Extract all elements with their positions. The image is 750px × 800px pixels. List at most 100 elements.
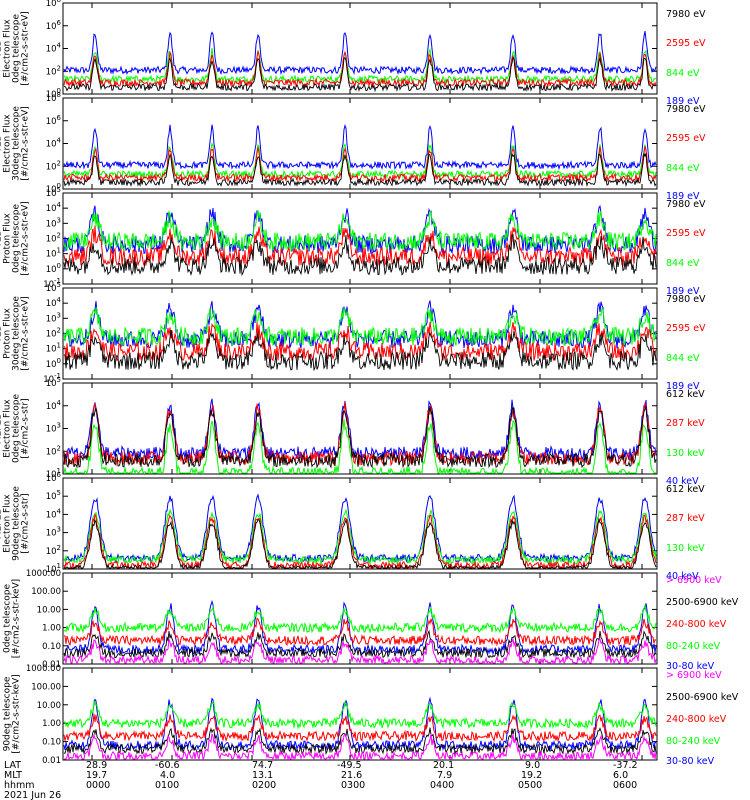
series-line-287-kev <box>63 513 657 570</box>
series-line-2500-6900-kev <box>63 629 657 660</box>
y-tick-label: 100.00 <box>31 682 61 692</box>
y-axis-label: MEPEDElectron Flux90deg telescope[#/cm2-… <box>0 486 31 561</box>
lat-value: 9.0 <box>525 760 540 771</box>
series-line--6900-kev <box>63 638 657 665</box>
y-axis-label: 0deg telescope[#/cm2-s-str-keV] <box>3 579 22 658</box>
legend-entry: 2595 eV <box>666 38 706 49</box>
y-tick-label: 104 <box>46 507 62 520</box>
legend-entry: 80-240 keV <box>666 641 721 652</box>
mlt-value: 21.6 <box>341 770 362 781</box>
legend-entry: 240-800 keV <box>666 714 727 725</box>
y-tick-label: 1.00 <box>42 719 61 729</box>
y-tick-label: 0.01 <box>42 756 61 766</box>
series-line-2595-ev <box>63 321 657 362</box>
panel-7: 0.01 0.10 1.00 10.00 100.00 1000.00 0deg teles… <box>3 569 739 672</box>
series-line-80-240-kev <box>63 604 657 634</box>
y-tick-label: 10.00 <box>37 605 61 615</box>
y-tick-label: 103 <box>46 422 61 435</box>
y-tick-label: 104 <box>46 296 62 309</box>
mlt-value: 6.0 <box>613 770 628 781</box>
y-tick-label: 104 <box>46 399 62 412</box>
y-tick-label: 102 <box>46 232 61 245</box>
series-line-80-240-kev <box>63 699 657 730</box>
legend-entry: 2595 eV <box>666 323 706 334</box>
hhmm-value: 0300 <box>341 780 365 791</box>
legend-entry: 2500-6900 keV <box>666 597 739 608</box>
lat-value: 28.9 <box>86 760 107 771</box>
series-line-612-kev <box>63 518 657 570</box>
legend-entry: 2595 eV <box>666 228 706 239</box>
series-line-130-kev <box>63 419 656 475</box>
y-tick-label: 103 <box>46 311 61 324</box>
legend-entry: 844 eV <box>666 163 700 174</box>
legend-entry: 189 eV <box>666 381 700 392</box>
series-line-40-kev <box>63 398 657 463</box>
series-line-2595-ev <box>63 50 657 88</box>
y-tick-label: 104 <box>46 201 62 214</box>
y-tick-label: 1000.00 <box>26 569 61 579</box>
legend-entry: 844 eV <box>666 258 700 269</box>
series-line-2500-6900-kev <box>63 727 657 756</box>
legend-entry: 844 eV <box>666 353 700 364</box>
hhmm-row-label: hhmm <box>4 780 35 791</box>
legend-entry: 7980 eV <box>666 104 706 115</box>
legend-entry: 844 eV <box>666 68 700 79</box>
series-line-844-ev <box>63 210 657 253</box>
series-line-7980-ev <box>63 329 657 372</box>
y-tick-label: 102 <box>46 64 61 77</box>
series-line-189-ev <box>63 123 657 171</box>
legend-entry: > 6900 keV <box>666 670 722 681</box>
series-line-189-ev <box>63 31 657 76</box>
y-tick-label: 10.00 <box>37 701 61 711</box>
lat-value: -60.6 <box>155 760 180 771</box>
hhmm-value: 0200 <box>252 780 276 791</box>
hhmm-value: 0400 <box>430 780 454 791</box>
legend-entry: 612 keV <box>666 484 705 495</box>
y-tick-label: 102 <box>46 159 61 172</box>
series-line-189-ev <box>63 204 657 255</box>
y-tick-label: 108 <box>46 0 61 9</box>
series-line-30-80-kev <box>63 599 657 656</box>
series-line--6900-kev <box>64 733 657 761</box>
y-tick-label: 101 <box>46 247 61 260</box>
series-line-130-kev <box>63 508 657 566</box>
lat-row-label: LAT <box>4 760 21 771</box>
series-line-40-kev <box>63 493 657 564</box>
lat-value: 20.1 <box>433 760 454 771</box>
y-tick-label: 0.10 <box>42 738 61 748</box>
panel-8: 0.01 0.10 1.00 10.00 100.00 1000.00 90deg tele… <box>3 664 739 767</box>
y-tick-label: 100 <box>46 262 61 275</box>
y-tick-label: 1.00 <box>42 624 61 634</box>
y-tick-label: 0.10 <box>42 642 61 652</box>
legend-entry: 130 keV <box>666 543 705 554</box>
hhmm-value: 0600 <box>613 780 637 791</box>
series-line-7980-ev <box>64 56 657 93</box>
series-line-30-80-kev <box>63 696 657 752</box>
y-axis-label: TEDElectron Flux0deg telescope[#/cm2-s-s… <box>0 11 31 86</box>
legend-entry: > 6900 keV <box>666 575 722 586</box>
hhmm-value: 0500 <box>518 780 542 791</box>
hhmm-value: 0100 <box>155 780 179 791</box>
mlt-value: 19.7 <box>86 770 107 781</box>
legend-entry: 612 keV <box>666 389 705 400</box>
y-tick-label: 104 <box>46 137 62 150</box>
time-axis-labels: LAT MLT hhmm 2021 Jun 26 28.9 19.7 0000 … <box>4 760 638 800</box>
series-line-612-kev <box>63 405 657 469</box>
legend-entry: 30-80 keV <box>666 756 715 767</box>
series-line-240-800-kev <box>63 713 657 743</box>
y-tick-label: 0.01 <box>42 660 61 670</box>
mlt-value: 4.0 <box>160 770 175 781</box>
mlt-row-label: MLT <box>4 770 22 781</box>
legend-entry: 287 keV <box>666 513 705 524</box>
panel-frame <box>62 572 658 665</box>
y-tick-label: 106 <box>46 114 62 127</box>
mlt-value: 7.9 <box>437 770 452 781</box>
y-axis-label: MEPEDElectron Flux0deg telescope[#/cm2-s… <box>0 394 31 464</box>
series-line-7980-ev <box>63 152 657 188</box>
y-tick-label: 1000.00 <box>26 664 61 674</box>
y-tick-label: 103 <box>46 216 61 229</box>
